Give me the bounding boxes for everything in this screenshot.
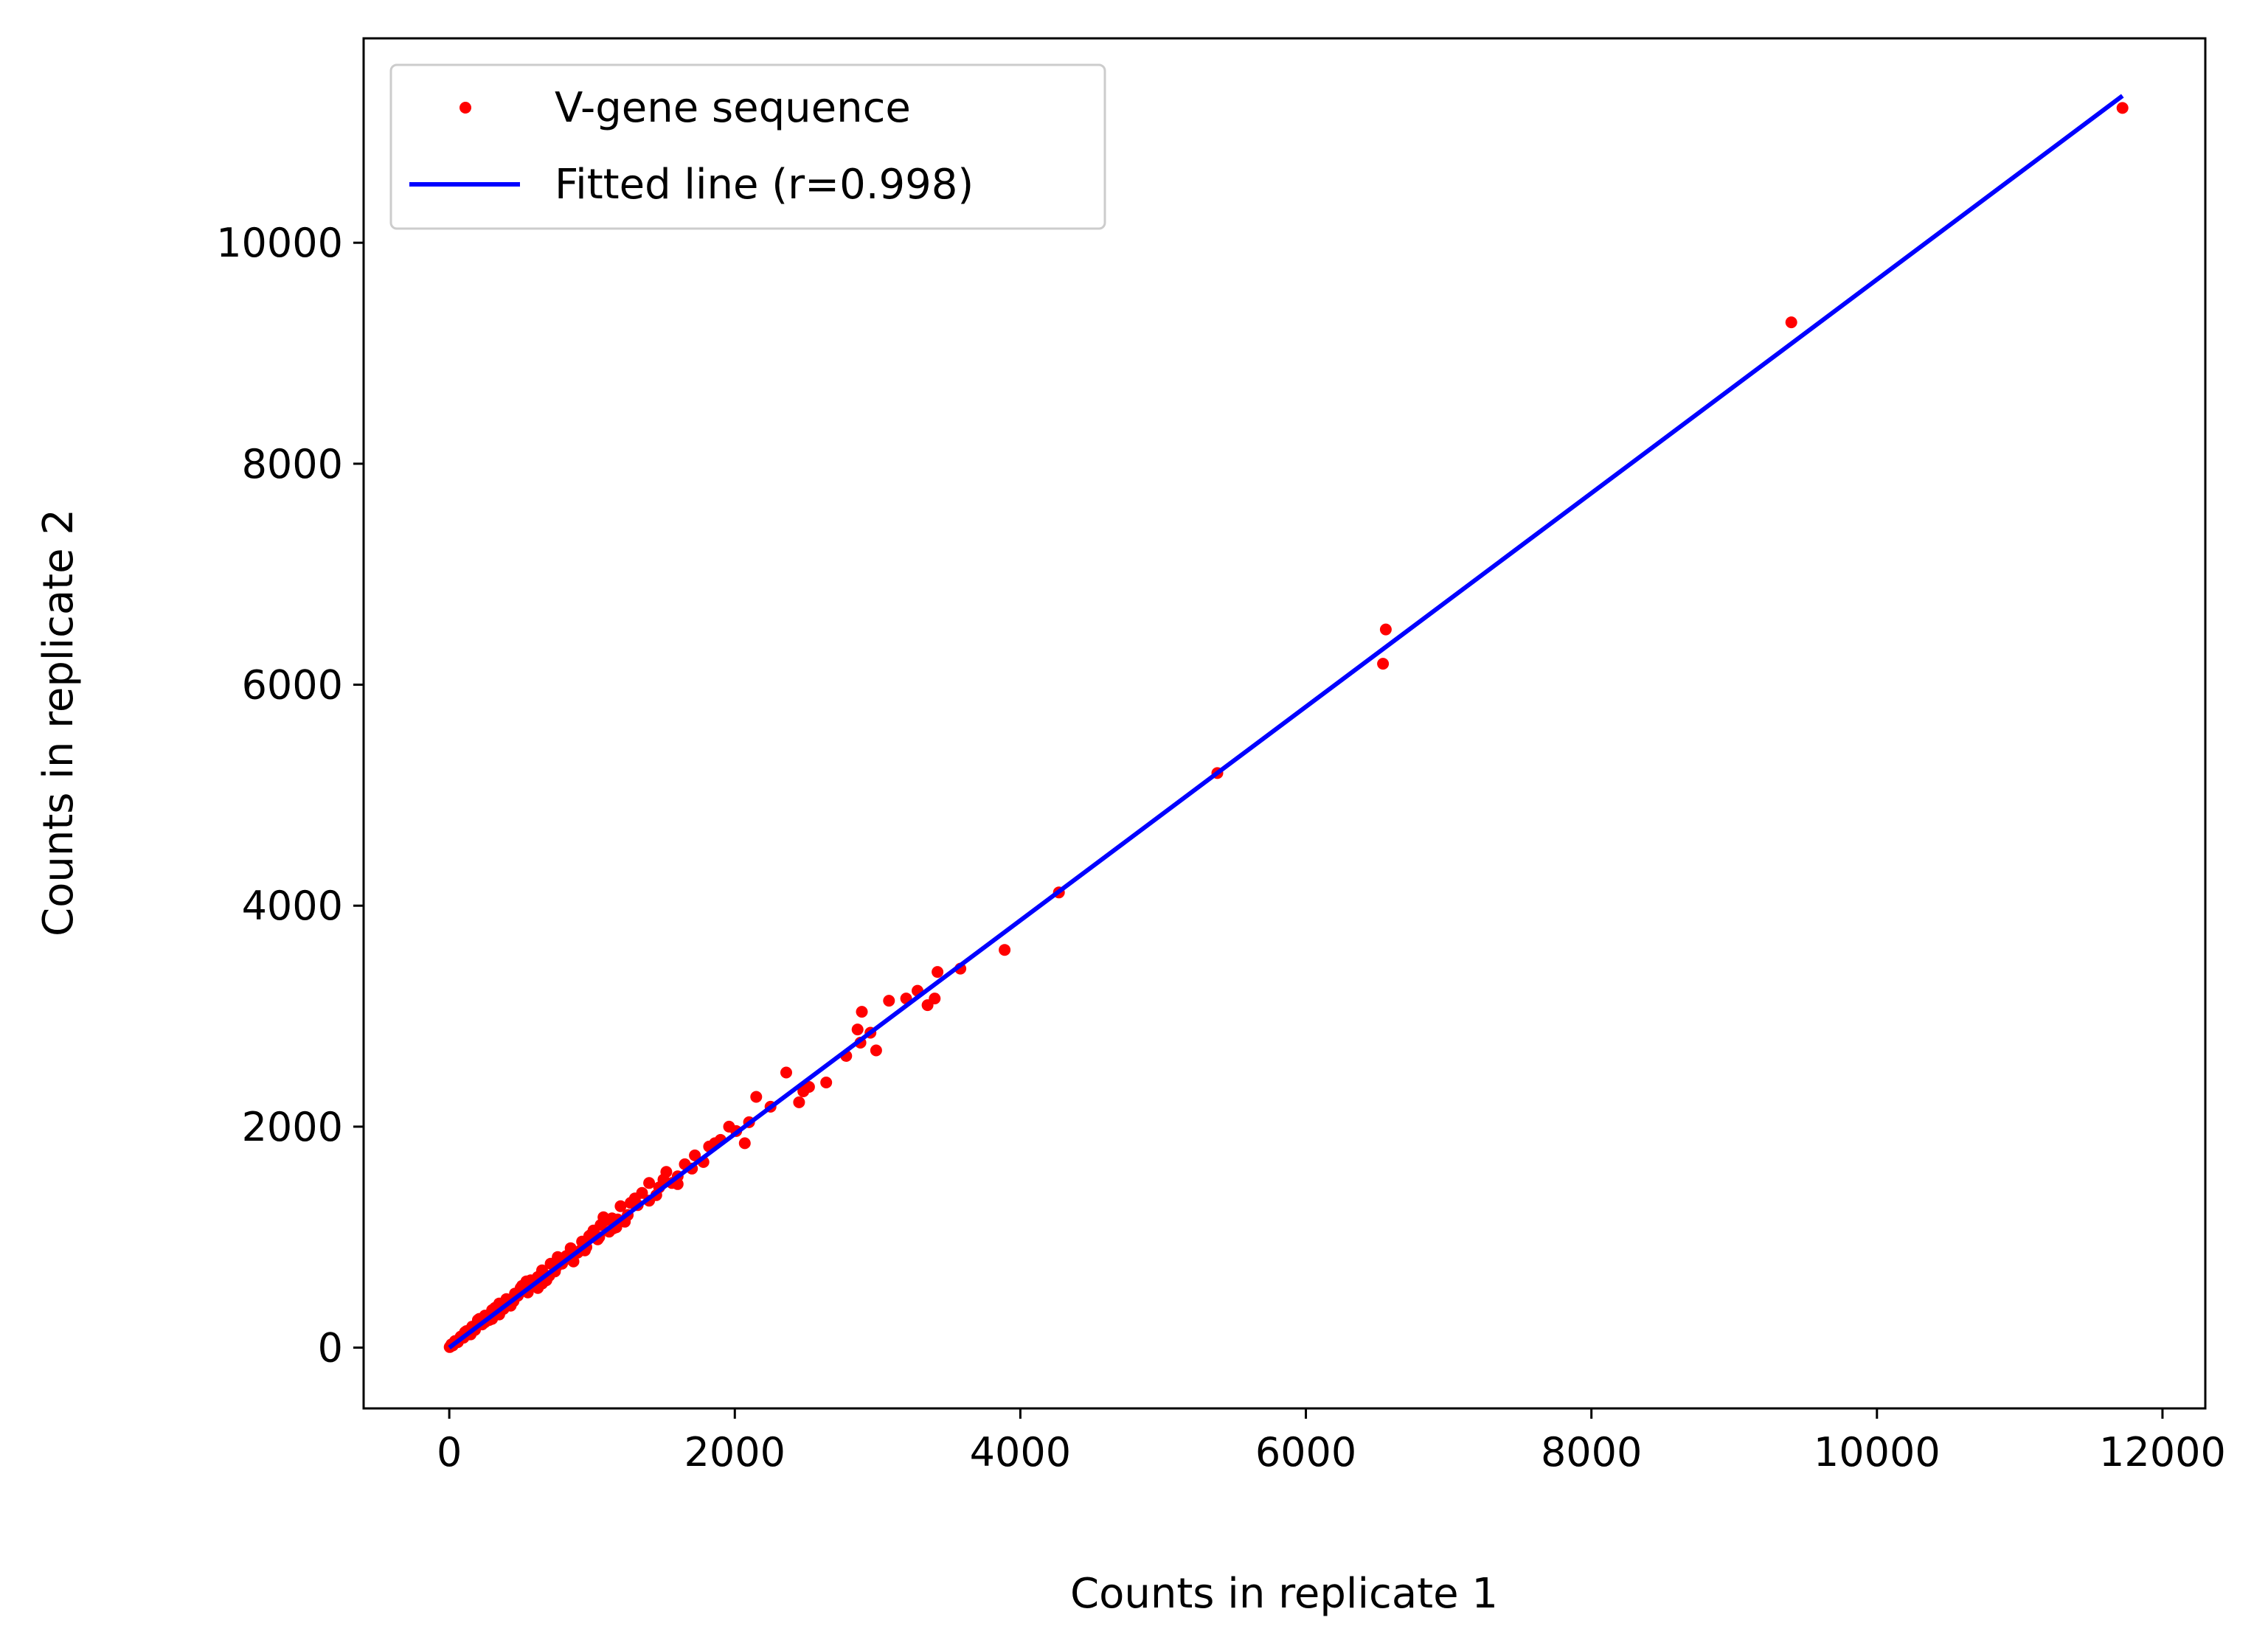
data-point (723, 1120, 735, 1133)
data-point (643, 1177, 656, 1189)
data-point (2116, 102, 2129, 114)
y-tick-label: 6000 (242, 662, 343, 709)
data-point (870, 1044, 882, 1057)
y-axis-ticks: 0 2000 4000 6000 8000 10000 (216, 220, 364, 1372)
data-point (793, 1096, 805, 1108)
data-point (820, 1077, 833, 1088)
axes-frame (362, 37, 2207, 1410)
x-tick-label: 12000 (2099, 1429, 2226, 1476)
y-tick-label: 8000 (242, 441, 343, 487)
data-point (689, 1149, 701, 1161)
legend-label-line: Fitted line (r=0.998) (555, 161, 974, 209)
fit-line (448, 94, 2124, 1349)
y-tick-label: 0 (318, 1325, 343, 1372)
data-point (1379, 623, 1392, 636)
data-point (797, 1085, 810, 1097)
data-point (738, 1137, 751, 1150)
data-point (883, 995, 895, 1007)
data-point (597, 1211, 610, 1223)
x-axis-ticks: 0 2000 4000 6000 8000 10000 12000 (437, 1408, 2226, 1476)
x-tick-label: 6000 (1255, 1429, 1356, 1476)
x-axis-label: Counts in replicate 1 (1070, 1570, 1498, 1618)
data-point (932, 966, 944, 979)
fit-line-layer (448, 94, 2124, 1349)
x-tick-label: 10000 (1814, 1429, 1941, 1476)
data-point (552, 1251, 564, 1263)
data-point (614, 1200, 627, 1212)
data-point (750, 1091, 763, 1103)
data-point (1377, 658, 1390, 670)
y-tick-label: 4000 (242, 883, 343, 929)
x-tick-label: 8000 (1541, 1429, 1642, 1476)
y-tick-label: 10000 (216, 220, 343, 266)
data-point (851, 1023, 864, 1036)
data-point (1785, 316, 1797, 329)
y-axis-label: Counts in replicate 2 (35, 509, 83, 936)
data-point (780, 1066, 792, 1079)
data-point (625, 1197, 637, 1209)
x-tick-label: 2000 (684, 1429, 786, 1476)
legend-frame (389, 63, 1106, 230)
y-tick-label: 2000 (242, 1104, 343, 1150)
data-point (856, 1006, 868, 1018)
x-tick-label: 0 (437, 1429, 462, 1476)
legend-label-points: V-gene sequence (555, 84, 911, 132)
legend-marker-points (460, 102, 471, 114)
data-point (921, 999, 934, 1012)
data-point (999, 944, 1011, 956)
x-tick-label: 4000 (970, 1429, 1071, 1476)
plot-area (443, 94, 2129, 1353)
legend: V-gene sequence Fitted line (r=0.998) (389, 63, 1106, 230)
